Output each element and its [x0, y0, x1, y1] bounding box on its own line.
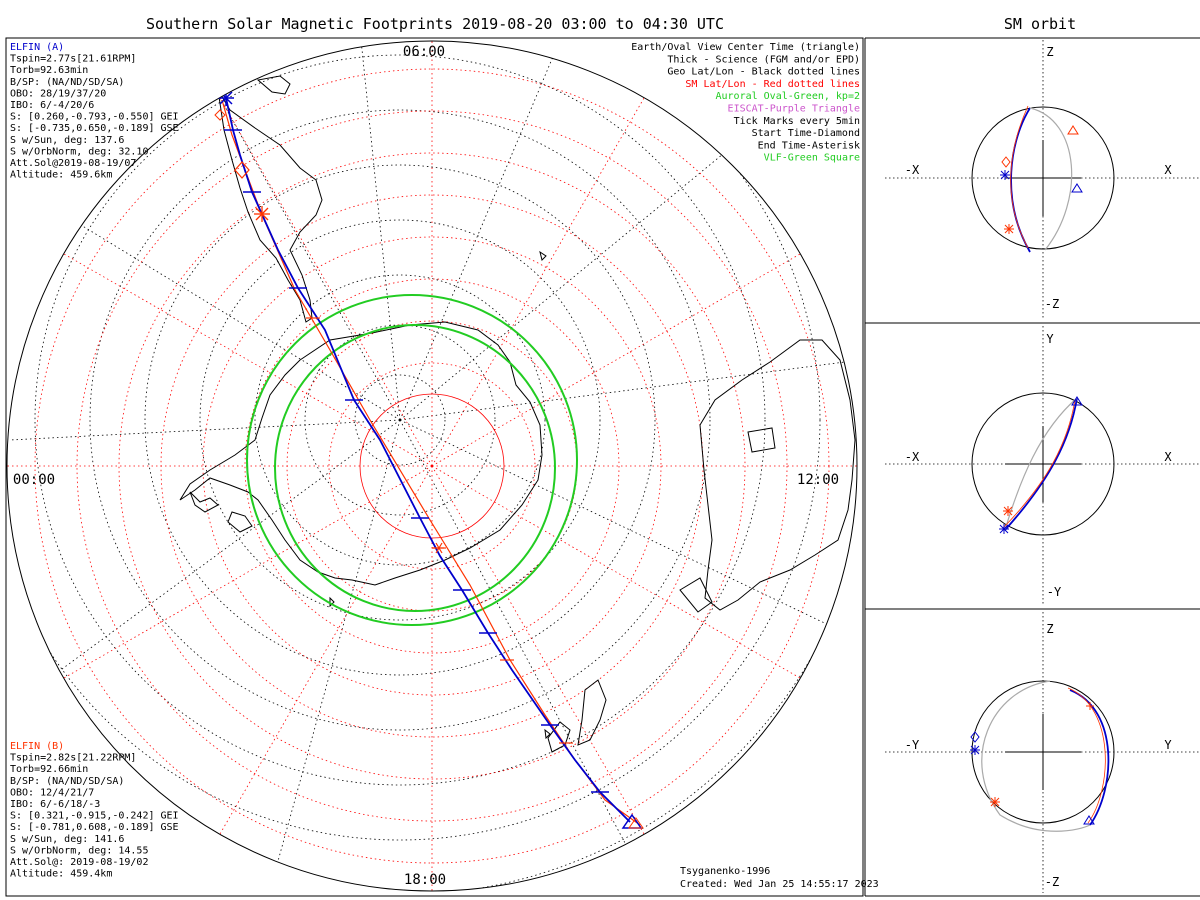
time-label-left: 00:00	[13, 472, 55, 488]
legend-text-line: Auroral Oval-Green, kp=2	[716, 91, 861, 102]
elfin-b-text-line: OBO: 12/4/21/7	[10, 787, 94, 798]
coastlines	[179, 75, 856, 753]
panel1-left-label: -X	[905, 163, 920, 177]
elfin-b-text-line: ELFIN (B)	[10, 741, 64, 752]
elfin-a-text-line: S w/Sun, deg: 137.6	[10, 135, 124, 146]
map-frame	[5, 37, 864, 897]
sm-inner-circle	[359, 393, 505, 539]
panel3-left-label: -Y	[905, 738, 920, 752]
panel2-left-label: -X	[905, 450, 920, 464]
elfin-a-text-line: Torb=92.63min	[10, 65, 88, 76]
orbit-title: SM orbit	[1004, 15, 1076, 33]
panel3-right-label: Y	[1164, 738, 1172, 752]
time-label-right: 12:00	[797, 472, 839, 488]
panel1-bottom-label: -Z	[1045, 297, 1059, 311]
panel2-top-label: Y	[1046, 332, 1054, 346]
time-label-bottom: 18:00	[404, 872, 446, 888]
legend: Earth/Oval View Center Time (triangle)Th…	[631, 42, 860, 164]
legend-text-line: SM Lat/Lon - Red dotted lines	[685, 79, 860, 90]
elfin-b-info: ELFIN (B)Tspin=2.82s[21.22RPM]Torb=92.66…	[10, 741, 179, 880]
panel1-right-label: X	[1164, 163, 1172, 177]
elfin-a-info: ELFIN (A)Tspin=2.77s[21.61RPM]Torb=92.63…	[10, 42, 179, 181]
model-credit: Tsyganenko-1996	[680, 866, 770, 877]
panel3-bottom-label: -Z	[1045, 875, 1059, 889]
elfin-a-asterisk	[218, 90, 234, 106]
time-label-top: 06:00	[403, 44, 445, 60]
panel2-right-label: X	[1164, 450, 1172, 464]
legend-text-line: Start Time-Diamond	[752, 128, 860, 139]
panel1-top-label: Z	[1046, 45, 1053, 59]
auroral-oval	[246, 294, 578, 626]
panel3-top-label: Z	[1046, 622, 1053, 636]
elfin-a-text-line: S: [-0.735,0.650,-0.189] GSE	[10, 123, 179, 134]
elfin-b-text-line: IBO: 6/-6/18/-3	[10, 799, 100, 810]
elfin-a-text-line: ELFIN (A)	[10, 42, 64, 53]
elfin-a-text-line: B/SP: (NA/ND/SD/SA)	[10, 77, 124, 88]
panel2-bottom-label: -Y	[1047, 585, 1062, 599]
legend-text-line: Thick - Science (FGM and/or EPD)	[667, 54, 860, 65]
geo-grid	[7, 41, 857, 891]
elfin-a-text-line: S w/OrbNorm, deg: 32.10	[10, 146, 148, 157]
elfin-b-text-line: S: [-0.781,0.608,-0.189] GSE	[10, 822, 179, 833]
elfin-b-marker	[214, 109, 226, 121]
polar-map: 06:00 00:00 12:00 18:00	[6, 40, 858, 892]
elfin-b-text-line: S w/Sun, deg: 141.6	[10, 834, 124, 845]
elfin-b-text-line: S: [0.321,-0.915,-0.242] GEI	[10, 811, 179, 822]
orbit-panel-xz: Z -Z -X X	[885, 40, 1200, 320]
elfin-a-text-line: S: [0.260,-0.793,-0.550] GEI	[10, 112, 179, 123]
orbit-panels	[864, 37, 1200, 897]
elfin-a-text-line: Altitude: 459.6km	[10, 170, 112, 181]
elfin-a-text-line: Tspin=2.77s[21.61RPM]	[10, 54, 136, 65]
elfin-b-text-line: S w/OrbNorm, deg: 14.55	[10, 845, 148, 856]
orbit-panel-yz: Z -Z -Y Y	[885, 612, 1200, 893]
earth-limb	[6, 40, 858, 892]
legend-text-line: Earth/Oval View Center Time (triangle)	[631, 42, 860, 53]
sm-grid	[7, 41, 857, 891]
elfin-b-asterisk	[254, 206, 270, 222]
legend-text-line: Tick Marks every 5min	[734, 116, 860, 127]
elfin-a-text-line: Att.Sol@2019-08-19/07	[10, 158, 136, 169]
legend-text-line: Geo Lat/Lon - Black dotted lines	[667, 67, 860, 78]
elfin-b-text-line: Torb=92.66min	[10, 764, 88, 775]
legend-text-line: EISCAT-Purple Triangle	[728, 104, 860, 115]
elfin-b-triangle	[628, 817, 644, 829]
elfin-b-text-line: Att.Sol@: 2019-08-19/02	[10, 857, 148, 868]
elfin-b-text-line: B/SP: (NA/ND/SD/SA)	[10, 776, 124, 787]
orbit-panel-xy: Y -Y -X X	[885, 326, 1200, 606]
main-title: Southern Solar Magnetic Footprints 2019-…	[146, 15, 724, 33]
elfin-b-start-diamond	[234, 161, 250, 179]
elfin-b-end-mark	[432, 542, 444, 554]
elfin-a-text-line: OBO: 28/19/37/20	[10, 88, 106, 99]
elfin-a-text-line: IBO: 6/-4/20/6	[10, 100, 94, 111]
legend-text-line: End Time-Asterisk	[758, 140, 860, 151]
elfin-b-text-line: Altitude: 459.4km	[10, 869, 112, 880]
elfin-a-track	[225, 97, 631, 823]
elfin-a-ticks	[224, 129, 609, 793]
legend-text-line: VLF-Green Square	[764, 153, 860, 164]
created-credit: Created: Wed Jan 25 14:55:17 2023	[680, 879, 879, 890]
elfin-b-text-line: Tspin=2.82s[21.22RPM]	[10, 753, 136, 764]
